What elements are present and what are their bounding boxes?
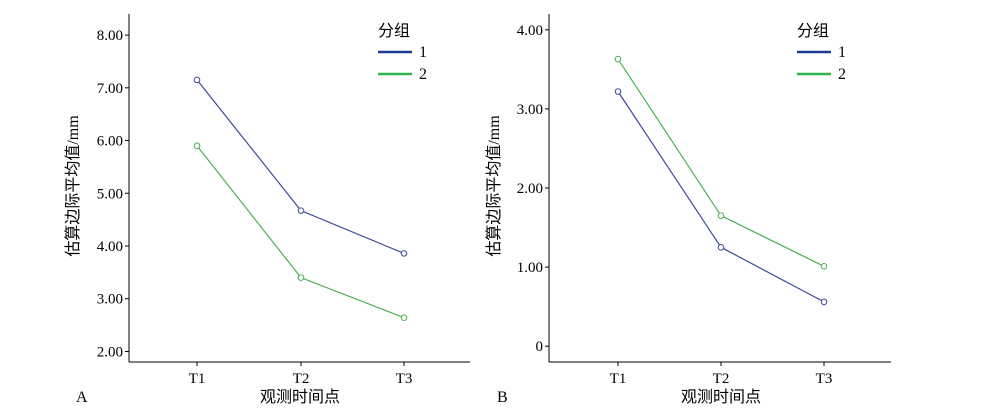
series-1-point: [717, 244, 725, 251]
chart-panel-b: 0 1.00 2.00 3.00 4.00 T1 T2 T3 观测时间点 估算边际平均值/mm B 分…: [484, 14, 891, 406]
series-2-point: [820, 263, 828, 270]
y-axis-title: 估算边际平均值/mm: [63, 115, 82, 257]
y-tick-label: 4.00: [517, 23, 543, 39]
y-tick-label: 5.00: [97, 186, 123, 202]
legend-title: 分组: [378, 22, 410, 40]
panel-label: A: [76, 389, 88, 406]
y-tick-label: 7.00: [97, 81, 123, 97]
y-axis-title: 估算边际平均值/mm: [484, 115, 503, 257]
legend-label-2: 2: [419, 66, 427, 83]
series-2-point: [193, 142, 201, 150]
series-1-line: [617, 91, 825, 303]
y-tick-label: 3.00: [517, 102, 543, 118]
y-tick-label: 6.00: [97, 134, 123, 150]
x-tick-label: T1: [610, 371, 627, 387]
legend-title: 分组: [797, 22, 829, 40]
series-1-point: [297, 207, 305, 214]
x-tick-label: T3: [816, 371, 833, 387]
y-tick-label: 2.00: [97, 344, 123, 360]
x-tick-label: T2: [713, 371, 730, 387]
chart-panel-a: 2.00 3.00 4.00 5.00 6.00 7.00 8.00 T1 T2 T3 观测时间点 估…: [63, 14, 470, 406]
series-2-point: [400, 314, 408, 322]
series-2-line: [617, 58, 825, 267]
panel-label: B: [497, 389, 508, 406]
legend-label-1: 1: [419, 44, 427, 61]
series-2-point: [614, 55, 622, 63]
x-axis-title: 观测时间点: [260, 388, 340, 406]
series-1-point: [400, 250, 408, 257]
x-tick-label: T2: [293, 371, 310, 387]
series-1-point: [820, 298, 828, 306]
x-axis-title: 观测时间点: [681, 388, 761, 406]
y-tick-label: 3.00: [97, 292, 123, 308]
series-2-line: [196, 145, 405, 319]
series-2-point: [297, 274, 305, 281]
series-2-point: [717, 212, 725, 219]
y-tick-label: 4.00: [97, 239, 123, 255]
legend-label-1: 1: [838, 44, 846, 61]
y-tick-label: 1.00: [517, 260, 543, 276]
y-tick-label: 0: [536, 339, 544, 355]
y-tick-label: 8.00: [97, 28, 123, 44]
legend-label-2: 2: [838, 66, 846, 83]
series-1-point: [614, 88, 622, 95]
series-1-line: [196, 79, 405, 254]
x-tick-label: T1: [189, 371, 206, 387]
series-1-point: [193, 76, 201, 84]
x-tick-label: T3: [396, 371, 413, 387]
y-tick-label: 2.00: [517, 181, 543, 197]
